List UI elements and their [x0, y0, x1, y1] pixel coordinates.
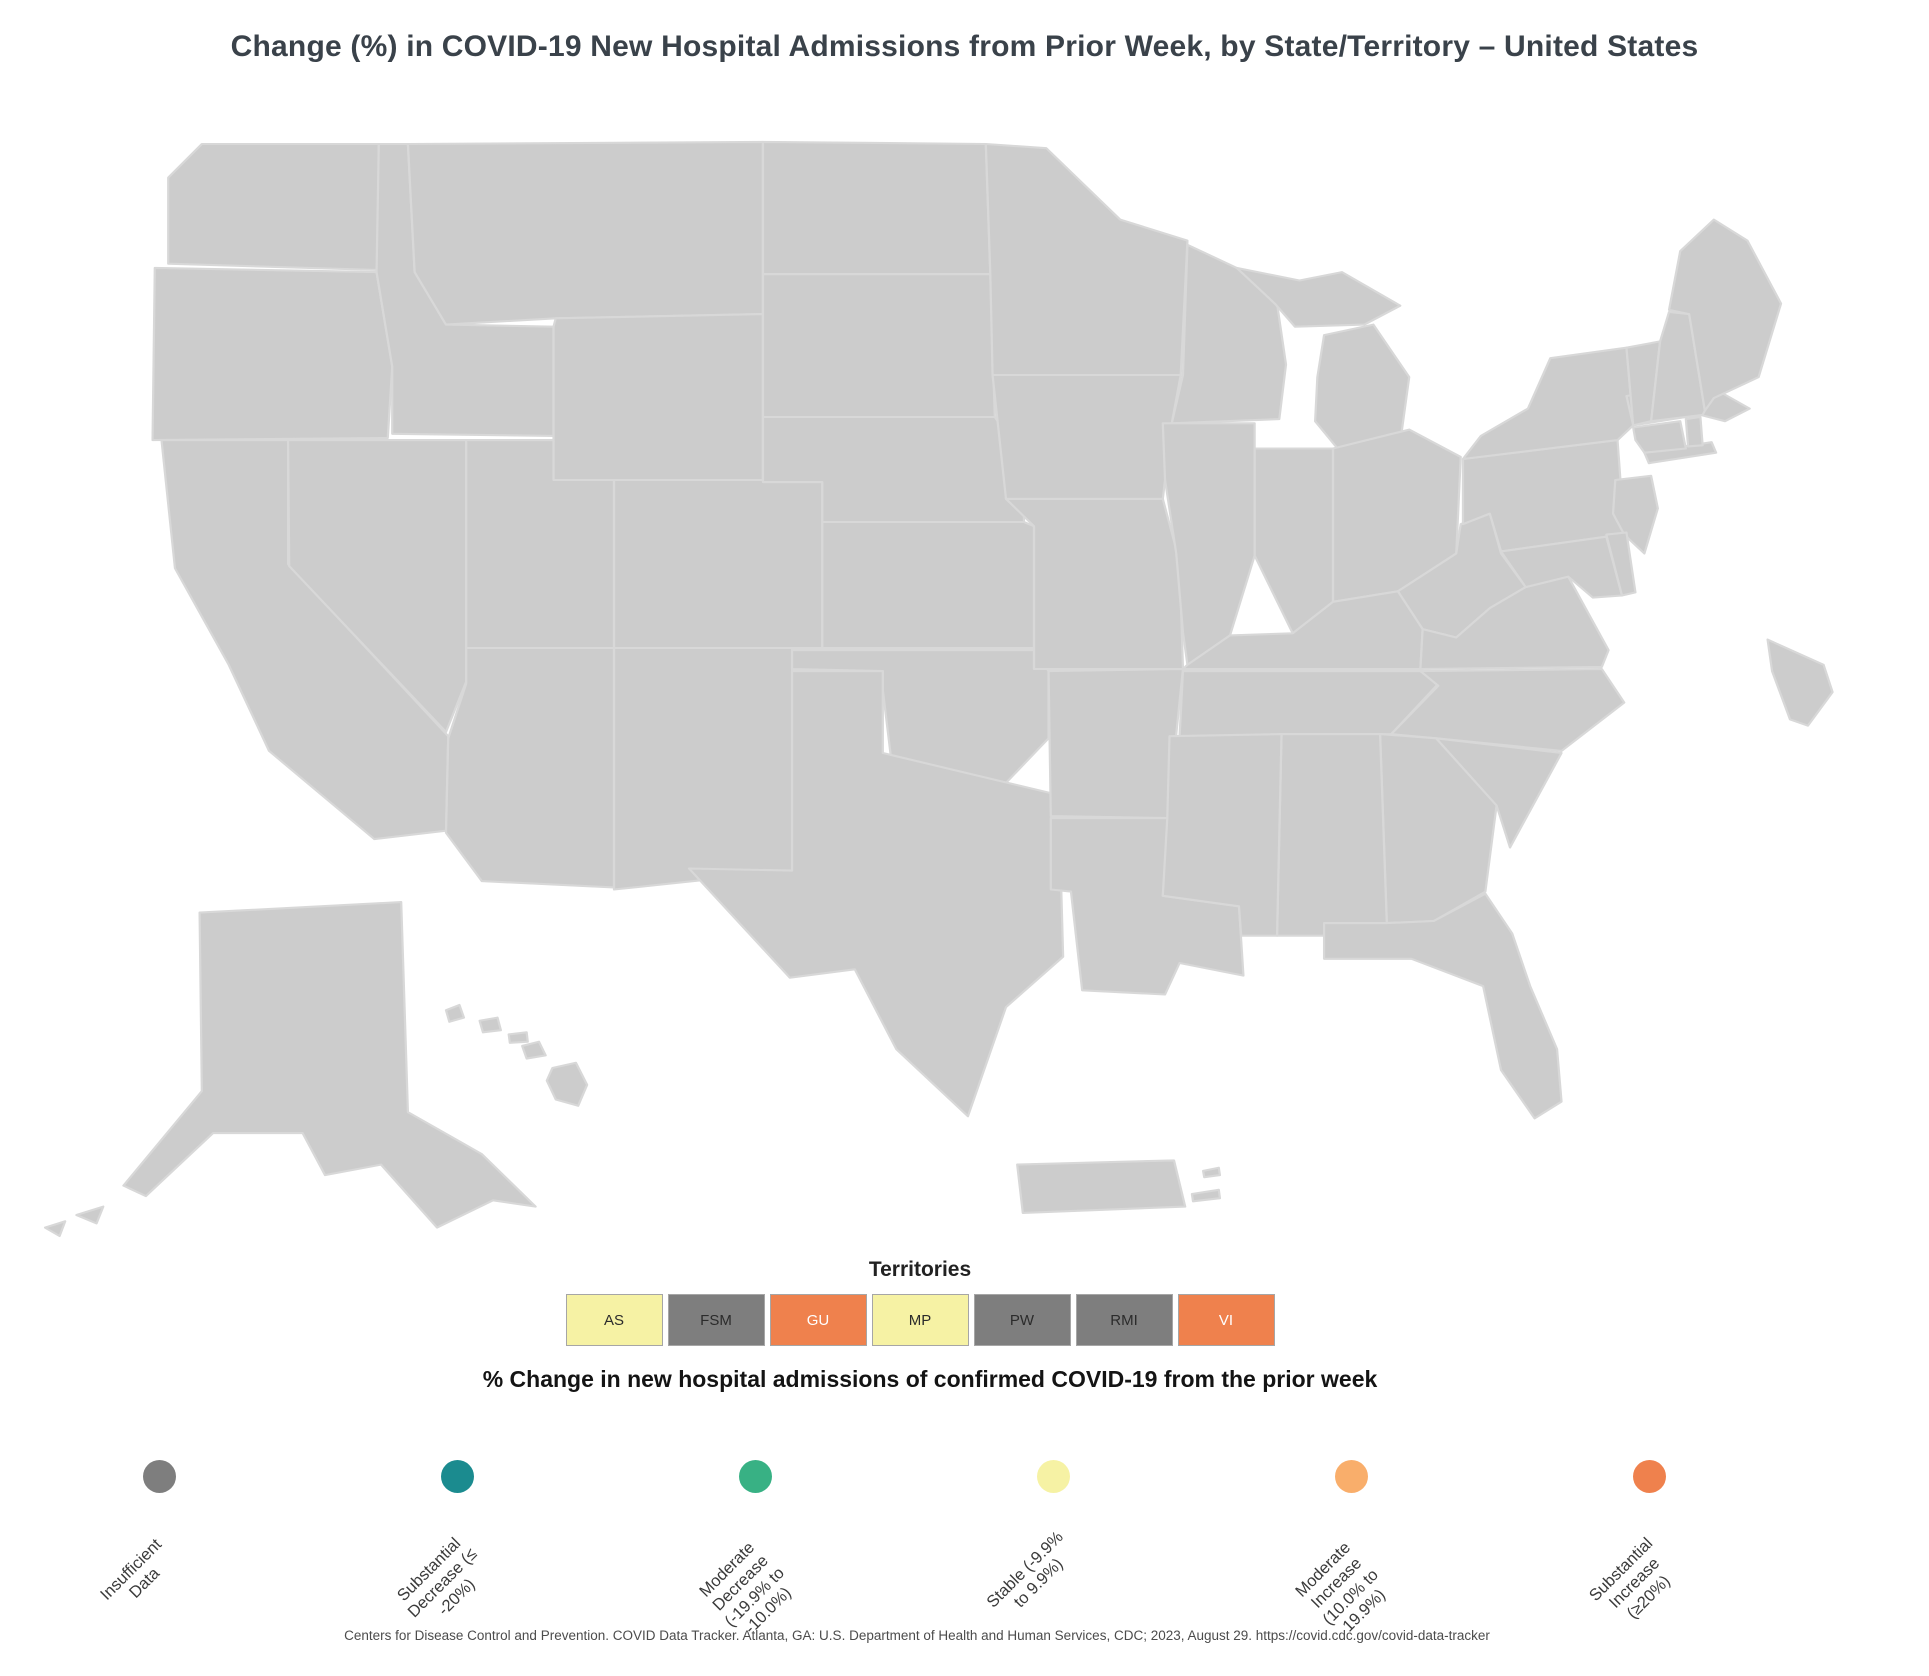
- state-in[interactable]: [1253, 447, 1335, 635]
- state-al[interactable]: [1275, 733, 1388, 937]
- state-ar[interactable]: [1047, 667, 1185, 820]
- state-ak-aleutian-1[interactable]: [75, 1205, 105, 1225]
- legend-swatch-substantial-increase-icon: [1633, 1460, 1666, 1493]
- legend-swatch-insufficient-icon: [143, 1460, 176, 1493]
- state-mi-upper[interactable]: [1235, 266, 1402, 328]
- state-dc[interactable]: [1766, 638, 1834, 727]
- state-hi-oahu[interactable]: [478, 1016, 503, 1034]
- state-de[interactable]: [1605, 531, 1637, 597]
- state-pr-culebra[interactable]: [1202, 1166, 1222, 1179]
- state-fl[interactable]: [1322, 892, 1563, 1120]
- territory-code: RMI: [1110, 1311, 1138, 1329]
- territory-box-mp[interactable]: MP: [871, 1294, 969, 1346]
- state-ny[interactable]: [1461, 346, 1635, 461]
- state-ak-aleutian-2[interactable]: [43, 1220, 67, 1238]
- territory-box-gu[interactable]: GU: [769, 1294, 867, 1346]
- territory-code: MP: [908, 1311, 932, 1329]
- state-nv[interactable]: [286, 439, 468, 734]
- map-subtitle: % Change in new hospital admissions of c…: [482, 1366, 1378, 1392]
- territory-box-pw[interactable]: PW: [973, 1294, 1071, 1346]
- state-or[interactable]: [151, 266, 394, 442]
- state-mt[interactable]: [406, 140, 765, 326]
- territory-box-fsm[interactable]: FSM: [667, 1294, 765, 1346]
- state-sd[interactable]: [761, 273, 996, 419]
- legend-swatch-moderate-decrease-icon: [739, 1460, 772, 1493]
- territory-code: VI: [1218, 1311, 1234, 1329]
- state-ri[interactable]: [1684, 415, 1704, 448]
- state-ks[interactable]: [821, 520, 1036, 650]
- state-ct[interactable]: [1632, 420, 1687, 454]
- territory-box-as[interactable]: AS: [565, 1294, 663, 1346]
- territory-code: FSM: [700, 1311, 732, 1329]
- state-wa[interactable]: [167, 142, 380, 272]
- us-choropleth-map: [43, 140, 1834, 1238]
- state-hi-kauai[interactable]: [444, 1003, 466, 1023]
- page-title: Change (%) in COVID-19 New Hospital Admi…: [230, 30, 1699, 63]
- state-hi-big-island[interactable]: [545, 1061, 589, 1107]
- source-citation: Centers for Disease Control and Preventi…: [344, 1628, 1490, 1643]
- territory-code: AS: [603, 1311, 624, 1329]
- territories-heading: Territories: [868, 1258, 972, 1281]
- state-wi[interactable]: [1170, 243, 1288, 425]
- state-pr[interactable]: [1016, 1159, 1187, 1214]
- legend-label: Insufficient Data: [96, 1535, 166, 1604]
- state-ms[interactable]: [1161, 733, 1283, 937]
- state-ak[interactable]: [122, 901, 537, 1229]
- territories-row: AS FSM GU MP PW RMI VI: [0, 1294, 1840, 1346]
- state-wy[interactable]: [552, 313, 765, 482]
- state-hi-maui[interactable]: [521, 1040, 547, 1060]
- legend-label: Stable (-9.9% to 9.9%): [983, 1527, 1067, 1612]
- territory-code: PW: [1009, 1311, 1035, 1329]
- state-az[interactable]: [444, 646, 616, 889]
- territory-code: GU: [806, 1311, 830, 1329]
- legend-label: Moderate Increase (10.0% to 19.9%): [1292, 1538, 1390, 1636]
- legend-swatch-moderate-increase-icon: [1335, 1460, 1368, 1493]
- state-mi-lower[interactable]: [1314, 323, 1411, 450]
- state-hi-molokai[interactable]: [507, 1031, 529, 1044]
- state-me[interactable]: [1667, 218, 1783, 412]
- state-nm[interactable]: [612, 646, 794, 891]
- legend-swatch-substantial-decrease-icon: [441, 1460, 474, 1493]
- legend: Insufficient Data Substantial Decrease (…: [0, 1460, 1929, 1640]
- state-mn[interactable]: [984, 142, 1189, 377]
- state-ia[interactable]: [991, 373, 1182, 500]
- state-tx[interactable]: [687, 670, 1065, 1118]
- legend-label: Moderate Decrease (-19.9% to -10.0%): [696, 1538, 796, 1638]
- territory-box-rmi[interactable]: RMI: [1075, 1294, 1173, 1346]
- state-co[interactable]: [612, 478, 824, 650]
- legend-swatch-stable-icon: [1037, 1460, 1070, 1493]
- territory-box-vi[interactable]: VI: [1177, 1294, 1275, 1346]
- state-pr-vieques[interactable]: [1190, 1188, 1222, 1203]
- state-nd[interactable]: [761, 140, 992, 276]
